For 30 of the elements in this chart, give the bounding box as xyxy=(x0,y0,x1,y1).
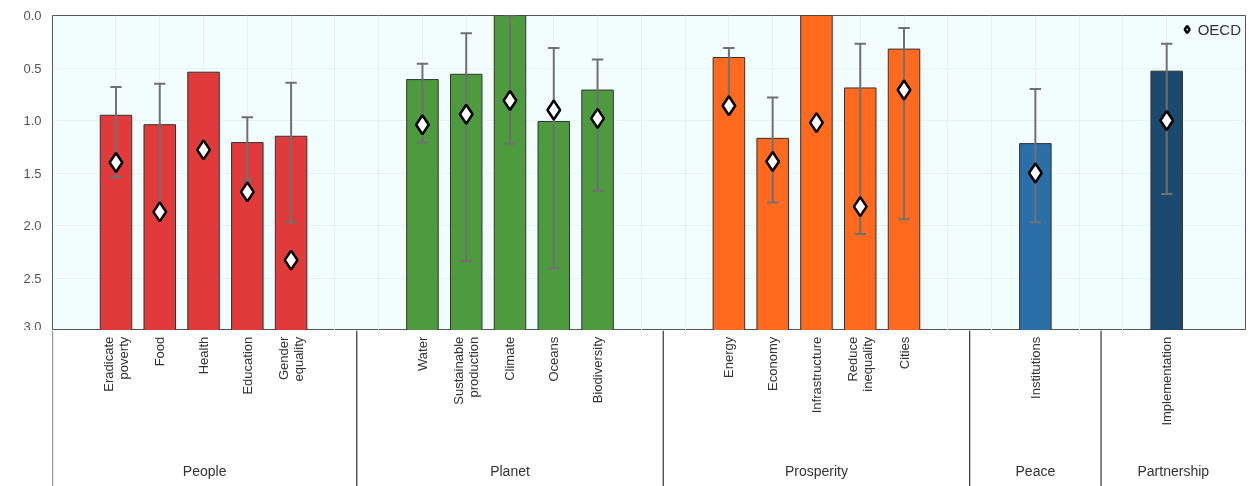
x-tick-label: Water xyxy=(414,336,430,371)
x-tick-label: Cities xyxy=(896,336,912,370)
x-tick-label: Health xyxy=(196,336,212,375)
text: Planet xyxy=(490,462,530,479)
text: Peace xyxy=(1015,462,1056,479)
x-tick-label: Economy xyxy=(765,336,781,391)
y-tick-label: 0.5 xyxy=(23,60,42,76)
text: People xyxy=(182,462,227,479)
y-tick-label: 2.0 xyxy=(23,218,42,233)
x-tick-label: Institutions xyxy=(1027,336,1043,399)
y-tick-label: 0.0 xyxy=(23,8,42,23)
x-tick-label: Implementation xyxy=(1159,336,1175,426)
x-tick-label: Infrastructure xyxy=(808,336,824,414)
x-tick-label: Reduce inequality xyxy=(845,336,876,392)
x-tick-label: Gender equality xyxy=(276,336,307,382)
x-tick-label: Biodiversity xyxy=(590,336,606,404)
y-tick-label: 3.0 xyxy=(23,318,42,334)
y-tick-label: 1.0 xyxy=(23,113,42,128)
x-tick-label: Energy xyxy=(721,336,737,378)
x-tick-label: Climate xyxy=(502,336,518,381)
x-tick-label: Education xyxy=(239,336,255,395)
x-tick-label: Sustainable production xyxy=(451,336,482,405)
text: Partnership xyxy=(1137,462,1210,479)
x-tick-label: Eradicate poverty xyxy=(100,336,131,392)
x-tick-label: Food xyxy=(152,336,168,367)
y-tick-label: 2.5 xyxy=(23,270,42,286)
legend-label: OECD xyxy=(1197,20,1241,38)
text: Prosperity xyxy=(784,462,848,479)
y-tick-label: 1.5 xyxy=(23,165,42,181)
x-tick-label: Oceans xyxy=(546,336,562,382)
